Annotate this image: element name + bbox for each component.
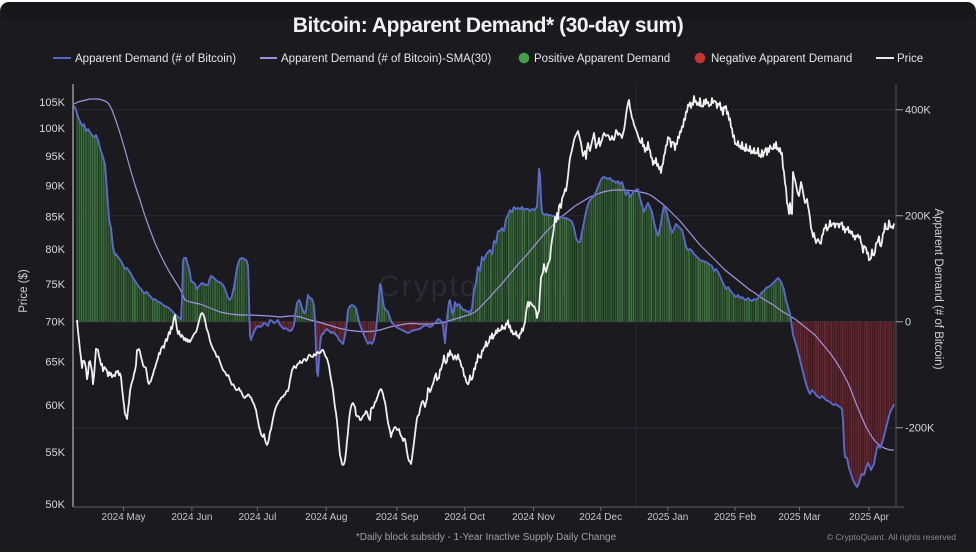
svg-text:55K: 55K	[45, 447, 65, 459]
svg-text:105K: 105K	[39, 97, 65, 109]
svg-text:75K: 75K	[45, 279, 65, 291]
svg-text:65K: 65K	[45, 357, 65, 369]
svg-text:Apparent Demand (# of Bitcoin): Apparent Demand (# of Bitcoin)	[932, 208, 944, 369]
svg-text:200K: 200K	[905, 211, 931, 223]
svg-text:2024 Oct: 2024 Oct	[444, 512, 485, 523]
svg-text:90K: 90K	[45, 180, 65, 192]
svg-text:2024 Dec: 2024 Dec	[579, 512, 622, 523]
svg-text:2024 Nov: 2024 Nov	[512, 512, 555, 523]
svg-text:2024 Jul: 2024 Jul	[238, 512, 276, 523]
svg-text:0: 0	[905, 317, 911, 329]
svg-text:2025 Feb: 2025 Feb	[714, 512, 757, 523]
svg-text:Price ($): Price ($)	[18, 269, 30, 313]
svg-text:Bitcoin: Apparent Demand* (30-: Bitcoin: Apparent Demand* (30-day sum)	[293, 14, 684, 37]
svg-text:95K: 95K	[45, 151, 65, 163]
svg-text:2024 Aug: 2024 Aug	[305, 512, 347, 523]
svg-text:400K: 400K	[905, 105, 931, 117]
svg-text:85K: 85K	[45, 211, 65, 223]
svg-text:Price: Price	[897, 53, 923, 65]
svg-text:60K: 60K	[45, 400, 65, 412]
svg-text:2025 Jan: 2025 Jan	[647, 512, 688, 523]
svg-text:Positive Apparent Demand: Positive Apparent Demand	[534, 53, 670, 65]
svg-text:*Daily block subsidy - 1-Year: *Daily block subsidy - 1-Year Inactive S…	[356, 532, 617, 543]
svg-text:2024 Jun: 2024 Jun	[171, 512, 212, 523]
svg-text:2024 Sep: 2024 Sep	[376, 512, 419, 523]
svg-text:Apparent Demand (# of Bitcoin): Apparent Demand (# of Bitcoin)	[75, 53, 236, 65]
svg-text:Apparent Demand (# of Bitcoin): Apparent Demand (# of Bitcoin)-SMA(30)	[281, 53, 491, 65]
svg-text:Negative Apparent Demand: Negative Apparent Demand	[711, 53, 852, 65]
svg-text:2025 Mar: 2025 Mar	[778, 512, 821, 523]
svg-text:-200K: -200K	[905, 423, 935, 435]
svg-text:80K: 80K	[45, 244, 65, 256]
svg-text:2024 May: 2024 May	[102, 512, 146, 523]
svg-text:2025 Apr: 2025 Apr	[849, 512, 890, 523]
svg-text:70K: 70K	[45, 317, 65, 329]
svg-text:100K: 100K	[39, 123, 65, 135]
svg-text:50K: 50K	[45, 499, 65, 511]
svg-text:© CryptoQuant. All rights rese: © CryptoQuant. All rights reserved	[827, 532, 956, 542]
